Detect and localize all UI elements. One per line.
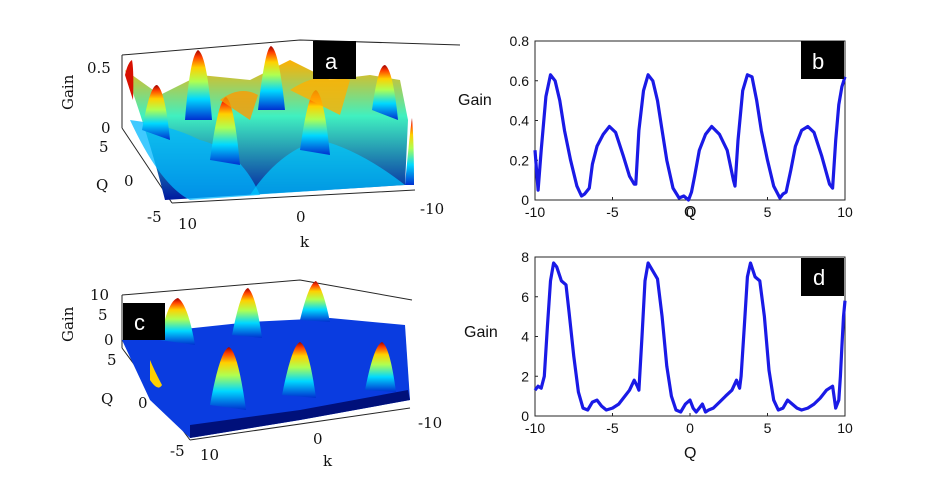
panel-c-qtick: -5	[170, 442, 185, 460]
panel-b-xlabel: Q	[684, 204, 696, 221]
panel-a-qtick: 0	[124, 172, 134, 190]
panel-c-badge-bg	[123, 303, 165, 340]
panel-d-xtick-label: -10	[525, 420, 545, 436]
panel-d-ticks: -10 -5 0 5 10 0 2 4 6 8	[521, 249, 853, 436]
panel-b-series-line	[533, 73, 847, 202]
panel-a-ztick: 0	[101, 119, 111, 137]
panel-b-ticks: -10 -5 0 5 10 0 0.2 0.4 0.6 0.8	[510, 33, 853, 220]
panel-a-ktick: -10	[420, 200, 444, 218]
panel-c-ztick: 5	[98, 306, 108, 324]
panel-a-zlabel: Gain	[59, 74, 77, 110]
panel-d: -10 -5 0 5 10 0 2 4 6 8 Gain Q d	[464, 249, 853, 462]
panel-d-xlabel: Q	[684, 445, 696, 462]
panel-a: 0.5 0 5 0 -5 10 0 -10 Gain Q k a	[59, 39, 461, 251]
panel-c: 10 5 0 5 0 -5 10 0 -10 Gain Q k c	[59, 279, 442, 470]
panel-b-xtick-label: 10	[837, 204, 853, 220]
panel-b-xtick-label: -5	[606, 204, 619, 220]
panel-c-ztick: 0	[104, 331, 114, 349]
panel-b-badge: b	[812, 49, 824, 74]
panel-b-ytick-label: 0.4	[510, 113, 530, 129]
panel-a-qtick: 5	[99, 138, 109, 156]
panel-d-xtick-label: -5	[606, 420, 619, 436]
panel-d-ytick-label: 6	[521, 289, 529, 305]
panel-a-badge-bg	[313, 41, 356, 79]
panel-b-xtick-label: 5	[764, 204, 772, 220]
panel-b-ylabel: Gain	[458, 92, 492, 109]
panel-b-xtick-label: -10	[525, 204, 545, 220]
panel-d-badge-bg	[801, 258, 844, 296]
panel-d-ytick-label: 8	[521, 249, 529, 265]
panel-c-ztick: 10	[90, 286, 109, 304]
panel-a-qlabel: Q	[96, 176, 108, 194]
panel-d-ytick-label: 0	[521, 408, 529, 424]
panel-d-ylabel: Gain	[464, 324, 498, 341]
panel-c-qlabel: Q	[101, 390, 113, 408]
panel-a-surface	[125, 46, 414, 200]
panel-d-xtick-label: 5	[764, 420, 772, 436]
panel-d-badge: d	[813, 265, 825, 290]
panel-c-klabel: k	[323, 452, 333, 470]
panel-d-axes-box	[534, 256, 846, 417]
panel-c-ktick: -10	[418, 414, 442, 432]
panel-b-xtick-label: 0	[686, 204, 694, 220]
panel-b-badge-bg	[801, 41, 844, 79]
panel-c-qtick: 5	[107, 351, 117, 369]
panel-b-ytick-label: 0.6	[510, 73, 530, 89]
panel-c-badge: c	[134, 310, 145, 335]
panel-b-ytick-label: 0.2	[510, 152, 530, 168]
panel-b-axes-box	[534, 40, 846, 201]
panel-a-badge: a	[325, 49, 338, 74]
panel-a-klabel: k	[300, 233, 310, 251]
panel-d-xtick-label: 0	[686, 420, 694, 436]
panel-c-ktick: 10	[200, 446, 219, 464]
panel-a-qtick: -5	[147, 208, 162, 226]
panel-c-qtick: 0	[138, 394, 148, 412]
panel-a-box-edges	[121, 39, 461, 204]
panel-c-zlabel: Gain	[59, 306, 77, 342]
panel-b: -10 -5 0 5 10 0 0.2 0.4 0.6 0.8 Gain Q b	[458, 33, 853, 221]
panel-c-ktick: 0	[313, 430, 323, 448]
panel-b-ytick-label: 0	[521, 192, 529, 208]
panel-d-ytick-label: 2	[521, 368, 529, 384]
panel-b-ytick-label: 0.8	[510, 33, 530, 49]
panel-a-ztick: 0.5	[87, 59, 111, 77]
panel-d-xtick-label: 10	[837, 420, 853, 436]
panel-a-ktick: 0	[296, 208, 306, 226]
panel-d-series-line	[533, 261, 847, 414]
panel-a-ktick: 10	[178, 215, 197, 233]
panel-c-surface	[122, 281, 410, 438]
panel-d-ytick-label: 4	[521, 329, 529, 345]
